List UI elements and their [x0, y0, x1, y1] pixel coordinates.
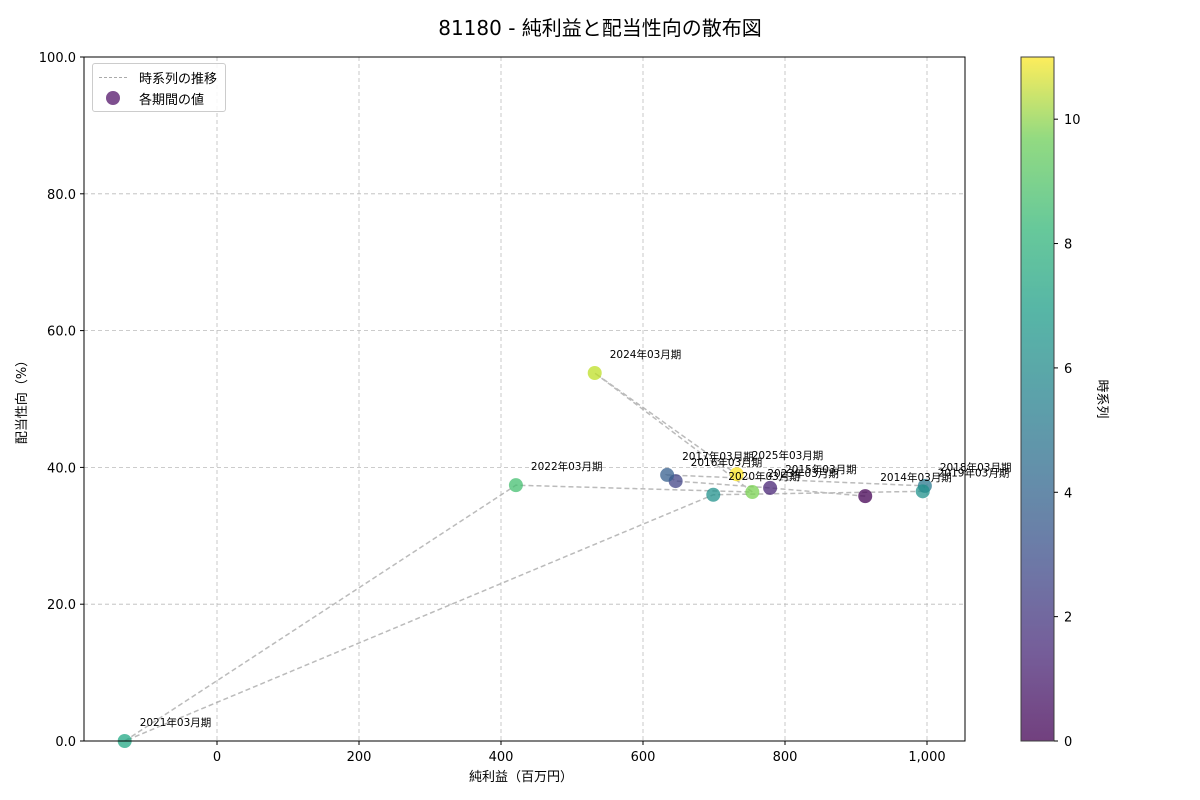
- data-point: [763, 480, 778, 495]
- point-label: 2014年03月期: [880, 471, 952, 484]
- y-tick-label: 100.0: [39, 51, 76, 66]
- data-point: [508, 478, 523, 493]
- point-label: 2019年03月期: [938, 466, 1010, 479]
- colorbar-tick-label: 2: [1064, 611, 1072, 626]
- x-tick-label: 200: [347, 750, 372, 765]
- colorbar-ticks: 0 2 4 6 8 10: [1054, 113, 1081, 750]
- point-label: 2016年03月期: [691, 456, 763, 469]
- data-point: [587, 366, 602, 381]
- legend-item-points: 各期間の値: [99, 88, 204, 108]
- colorbar-tick-label: 8: [1064, 238, 1072, 253]
- data-point: [915, 484, 930, 499]
- legend-item-trend: 時系列の推移: [99, 67, 217, 87]
- colorbar-tick-label: 0: [1064, 735, 1072, 750]
- colorbar-label: 時系列: [1094, 379, 1109, 418]
- colorbar-tick-label: 4: [1064, 486, 1072, 501]
- point-label: 2022年03月期: [531, 460, 603, 473]
- point-label: 2024年03月期: [610, 348, 682, 361]
- grid-lines: [84, 56, 965, 742]
- x-tick-label: 1,000: [908, 750, 945, 765]
- data-point: [745, 485, 760, 500]
- dashed-line-icon: [99, 76, 127, 78]
- colorbar: [1020, 56, 1055, 742]
- x-tick-label: 800: [773, 750, 798, 765]
- point-label: 2020年03月期: [728, 470, 800, 483]
- y-tick-label: 80.0: [47, 188, 76, 203]
- x-tick-label: 400: [489, 750, 514, 765]
- x-tick-label: 600: [631, 750, 656, 765]
- point-label: 2025年03月期: [752, 449, 824, 462]
- data-point: [706, 487, 721, 502]
- point-label: 2023年03月期: [767, 467, 839, 480]
- data-points: [117, 366, 932, 748]
- plot-frame: [83, 56, 966, 742]
- trend-line: [124, 372, 926, 742]
- point-label: 2021年03月期: [140, 716, 212, 729]
- data-point: [858, 489, 873, 504]
- x-axis-label: 純利益（百万円）: [469, 770, 573, 785]
- x-tick-label: 0: [213, 750, 221, 765]
- y-tick-label: 0.0: [55, 735, 76, 750]
- y-axis-label: 配当性向（%）: [14, 354, 30, 444]
- colorbar-tick-label: 10: [1064, 113, 1081, 128]
- point-label: 2018年03月期: [940, 461, 1012, 474]
- x-axis-ticks: 0 200 400 600 800 1,000: [213, 741, 946, 765]
- point-label: 2015年03月期: [785, 463, 857, 476]
- circle-marker-icon: [106, 91, 120, 105]
- y-tick-label: 60.0: [47, 325, 76, 340]
- data-point: [660, 467, 675, 482]
- legend: 時系列の推移 各期間の値: [92, 63, 226, 112]
- y-tick-label: 40.0: [47, 461, 76, 476]
- y-axis-ticks: 0.0 20.0 40.0 60.0 80.0 100.0: [39, 51, 84, 750]
- colorbar-tick-label: 6: [1064, 362, 1072, 377]
- y-tick-label: 20.0: [47, 598, 76, 613]
- chart-title: 81180 - 純利益と配当性向の散布図: [438, 16, 762, 40]
- point-label: 2017年03月期: [682, 450, 754, 463]
- data-point: [729, 467, 744, 482]
